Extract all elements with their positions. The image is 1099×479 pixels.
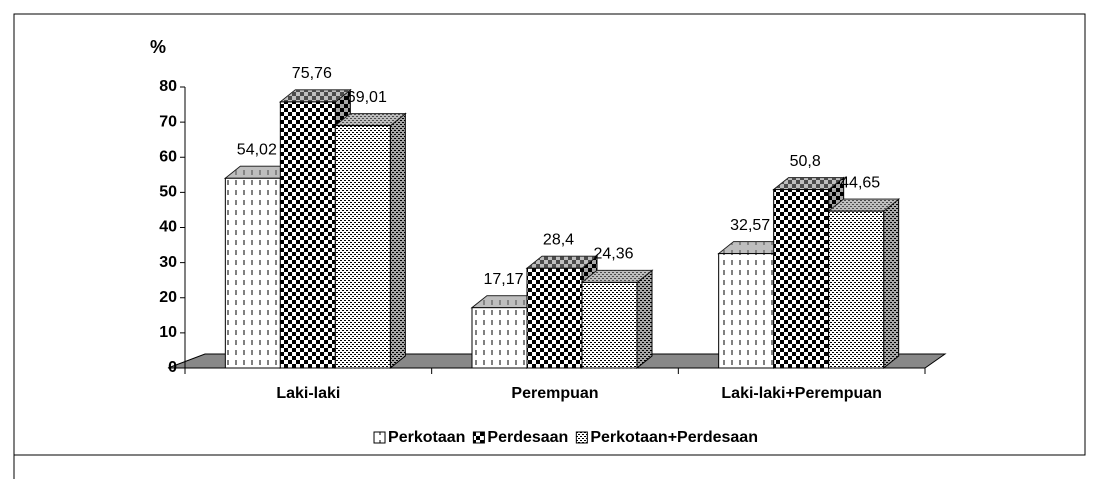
value-label: 50,8 xyxy=(790,153,821,170)
x-tick-label: Perempuan xyxy=(511,385,598,402)
y-tick-label: 40 xyxy=(159,219,177,236)
legend-swatch xyxy=(472,431,485,444)
value-label: 32,57 xyxy=(730,217,770,234)
y-tick-label: 70 xyxy=(159,113,177,130)
bar xyxy=(526,267,583,369)
value-label: 54,02 xyxy=(237,141,277,158)
y-tick-label: 20 xyxy=(159,289,177,306)
bar xyxy=(718,253,775,369)
bar xyxy=(279,101,336,369)
y-tick-label: 0 xyxy=(168,359,177,376)
value-label: 28,4 xyxy=(543,231,574,248)
bar xyxy=(224,177,281,369)
legend-swatch xyxy=(373,431,386,444)
bar-side-shade xyxy=(637,270,652,368)
bar-top-shade xyxy=(773,177,844,190)
value-label: 24,36 xyxy=(593,246,633,263)
bar-top-shade xyxy=(472,295,542,308)
bar-top-shade xyxy=(335,113,406,126)
y-axis-label: % xyxy=(150,37,166,57)
bar-top-shade xyxy=(280,89,351,102)
legend-label: Perdesaan xyxy=(487,429,568,446)
bar xyxy=(581,281,638,369)
y-tick-label: 50 xyxy=(159,184,177,201)
value-label: 17,17 xyxy=(483,271,523,288)
value-label: 44,65 xyxy=(840,174,880,191)
bar xyxy=(773,189,830,369)
y-tick-label: 60 xyxy=(159,148,177,165)
bar xyxy=(471,307,528,369)
bar-side-shade xyxy=(883,199,899,368)
frame xyxy=(13,13,1086,479)
value-label: 75,76 xyxy=(292,65,332,82)
bar-top-shade xyxy=(828,199,899,212)
y-tick-label: 30 xyxy=(159,254,177,271)
x-tick-label: Laki-laki xyxy=(276,385,340,402)
bar-top-shade xyxy=(582,270,652,283)
value-label: 69,01 xyxy=(347,89,387,106)
bar-top-shade xyxy=(225,166,296,179)
bar-top-shade xyxy=(527,256,597,269)
y-tick-label: 10 xyxy=(159,324,177,341)
bar-side-shade xyxy=(390,113,406,368)
bar xyxy=(828,210,885,369)
bar-top-shade xyxy=(718,241,789,254)
x-tick-label: Laki-laki+Perempuan xyxy=(721,385,882,402)
bar xyxy=(334,125,391,369)
legend-swatch xyxy=(575,431,588,444)
y-tick-label: 80 xyxy=(159,78,177,95)
legend-label: Perkotaan+Perdesaan xyxy=(590,429,758,446)
legend-label: Perkotaan xyxy=(388,429,465,446)
